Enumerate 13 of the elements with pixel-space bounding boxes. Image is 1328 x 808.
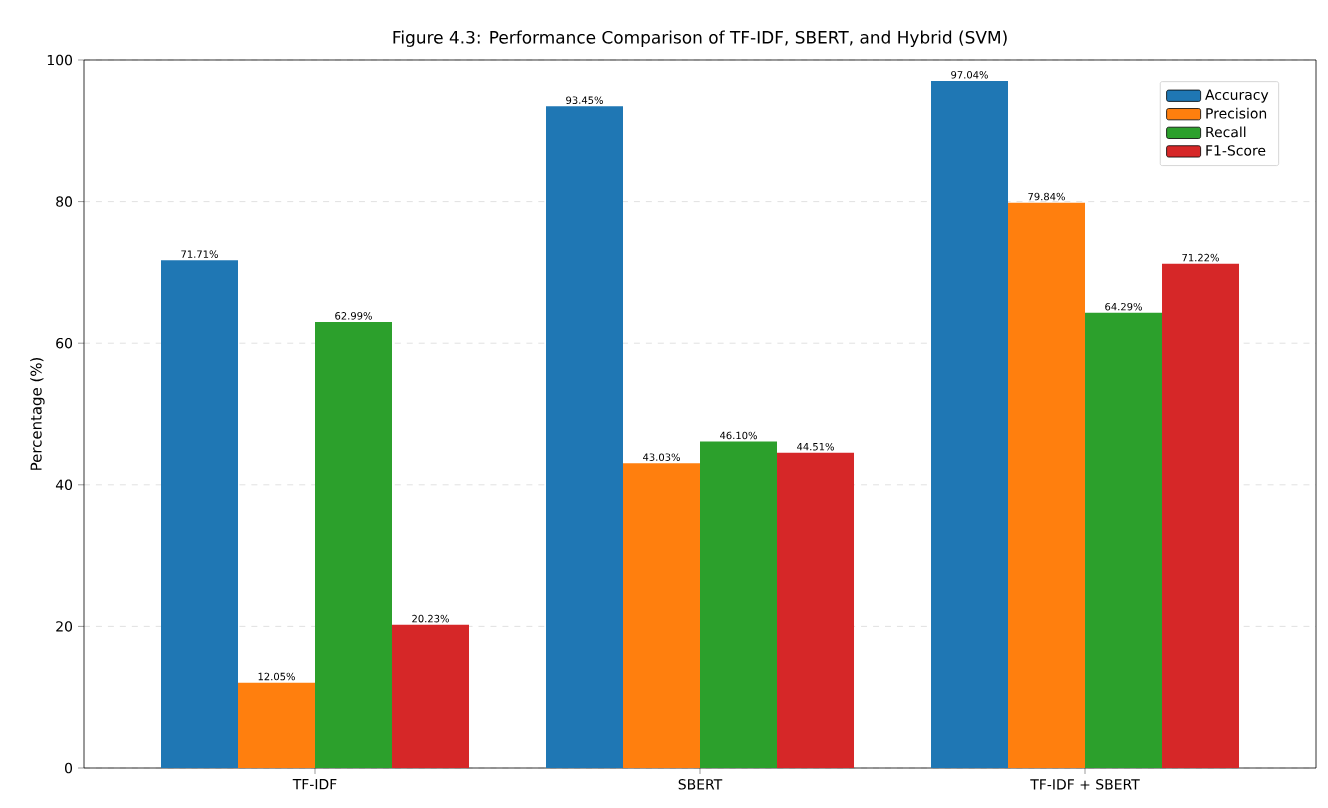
bar: [931, 80, 1009, 768]
bar: [623, 463, 700, 768]
bar: [777, 452, 855, 768]
chart-title: Figure 4.3: Performance Comparison of TF-IDF, SBERT, and Hybrid (SVM): [393, 30, 1007, 47]
bar: [700, 441, 778, 768]
bar: [392, 624, 469, 768]
bar: [546, 106, 623, 768]
bar: [1085, 312, 1163, 768]
bar: [161, 260, 238, 768]
bar: [1162, 263, 1240, 768]
bar: [315, 322, 392, 768]
bar: [238, 682, 315, 768]
bar: [1008, 202, 1086, 768]
